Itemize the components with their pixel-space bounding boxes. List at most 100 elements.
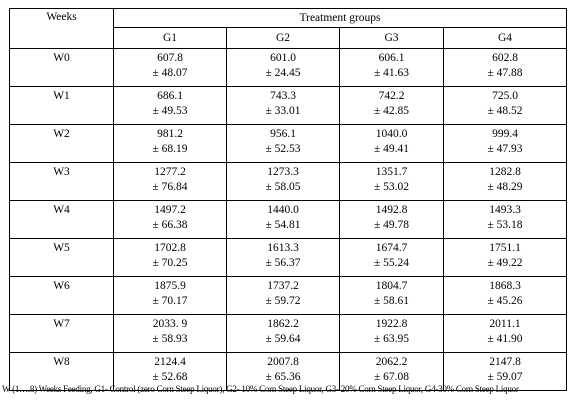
mean-value: 2011.1 [489, 318, 521, 330]
sd-value: ± 59.07 [487, 371, 523, 383]
week-label: W8 [9, 352, 114, 391]
value-cell: 1875.9 ± 70.17 [113, 276, 227, 315]
value-cell: 1493.3 ± 53.18 [442, 200, 568, 239]
value-cell: 1440.0 ± 54.81 [226, 200, 340, 239]
value-cell: 607.8 ± 48.07 [113, 48, 227, 87]
week-label: W4 [9, 200, 114, 239]
group-header-g2: G2 [226, 27, 340, 49]
value-cell: 2033. 9 ± 58.93 [113, 314, 227, 353]
sd-value: ± 55.24 [373, 257, 410, 269]
sd-value: ± 49.53 [152, 105, 188, 117]
mean-value: 1875.9 [154, 280, 186, 292]
table-footnote: W (1….8) Weeks Feeding, G1- Control (zer… [2, 384, 519, 394]
value-cell: 1674.7 ± 55.24 [339, 238, 444, 277]
sd-value: ± 45.26 [487, 295, 523, 307]
mean-value: 2062.2 [375, 356, 408, 368]
mean-value: 1351.7 [375, 166, 408, 178]
value-cell: 1804.7 ± 58.61 [339, 276, 444, 315]
mean-value: 2124.4 [154, 356, 186, 368]
table-row: W8 2124.4 ± 52.68 2007.8 ± 65.36 2062.2 ± 67.0… [9, 352, 568, 391]
value-cell: 2062.2 ± 67.08 [339, 352, 444, 391]
week-label: W7 [9, 314, 114, 353]
sd-value: ± 24.45 [265, 67, 301, 79]
mean-value: 999.4 [492, 128, 518, 140]
sd-value: ± 48.52 [487, 105, 523, 117]
mean-value: 743.3 [270, 90, 296, 102]
mean-value: 1493.3 [489, 204, 521, 216]
mean-value: 2033. 9 [152, 318, 188, 330]
sd-value: ± 49.41 [373, 143, 410, 155]
value-cell: 1492.8 ± 49.78 [339, 200, 444, 239]
value-cell: 2011.1 ± 41.90 [442, 314, 568, 353]
value-cell: 1040.0 ± 49.41 [339, 124, 444, 163]
sd-value: ± 53.18 [487, 219, 523, 231]
mean-value: 1277.2 [154, 166, 186, 178]
value-cell: 981.2 ± 68.19 [113, 124, 227, 163]
value-cell: 742.2 ± 42.85 [339, 86, 444, 125]
value-cell: 1351.7 ± 53.02 [339, 162, 444, 201]
value-cell: 1497.2 ± 66.38 [113, 200, 227, 239]
mean-value: 725.0 [492, 90, 518, 102]
table-row: W2 981.2 ± 68.19 956.1 ± 52.53 1040.0 ± 49.41 9… [9, 124, 568, 163]
week-label: W5 [9, 238, 114, 277]
sd-value: ± 49.78 [373, 219, 410, 231]
value-cell: 1862.2 ± 59.64 [226, 314, 340, 353]
mean-value: 2147.8 [489, 356, 521, 368]
sd-value: ± 47.93 [487, 143, 523, 155]
sd-value: ± 76.84 [152, 181, 188, 193]
mean-value: 602.8 [492, 52, 518, 64]
value-cell: 956.1 ± 52.53 [226, 124, 340, 163]
week-label: W6 [9, 276, 114, 315]
value-cell: 686.1 ± 49.53 [113, 86, 227, 125]
mean-value: 1737.2 [267, 280, 299, 292]
sd-value: ± 63.95 [373, 333, 410, 345]
group-header-g4: G4 [442, 27, 568, 49]
mean-value: 1868.3 [489, 280, 521, 292]
value-cell: 1277.2 ± 76.84 [113, 162, 227, 201]
mean-value: 1492.8 [375, 204, 408, 216]
table-row: W6 1875.9 ± 70.17 1737.2 ± 59.72 1804.7 ± 58.6… [9, 276, 568, 315]
value-cell: 601.0 ± 24.45 [226, 48, 340, 87]
group-header-g3: G3 [339, 27, 444, 49]
sd-value: ± 47.88 [487, 67, 523, 79]
mean-value: 1273.3 [267, 166, 299, 178]
mean-value: 1440.0 [267, 204, 299, 216]
value-cell: 1282.8 ± 48.29 [442, 162, 568, 201]
value-cell: 743.3 ± 33.01 [226, 86, 340, 125]
mean-value: 1922.8 [375, 318, 408, 330]
sd-value: ± 68.19 [152, 143, 188, 155]
mean-value: 601.0 [270, 52, 296, 64]
sd-value: ± 41.90 [487, 333, 523, 345]
value-cell: 1613.3 ± 56.37 [226, 238, 340, 277]
sd-value: ± 59.72 [265, 295, 301, 307]
sd-value: ± 58.93 [152, 333, 188, 345]
sd-value: ± 66.38 [152, 219, 188, 231]
mean-value: 607.8 [157, 52, 183, 64]
value-cell: 2007.8 ± 65.36 [226, 352, 340, 391]
table-row: W4 1497.2 ± 66.38 1440.0 ± 54.81 1492.8 ± 49.7… [9, 200, 568, 239]
mean-value: 2007.8 [267, 356, 299, 368]
mean-value: 742.2 [378, 90, 405, 102]
sd-value: ± 52.53 [265, 143, 301, 155]
mean-value: 1804.7 [375, 280, 408, 292]
mean-value: 1282.8 [489, 166, 521, 178]
sd-value: ± 48.29 [487, 181, 523, 193]
mean-value: 1674.7 [375, 242, 408, 254]
mean-value: 1497.2 [154, 204, 186, 216]
week-label: W1 [9, 86, 114, 125]
mean-value: 686.1 [157, 90, 183, 102]
mean-value: 956.1 [270, 128, 296, 140]
sd-value: ± 56.37 [265, 257, 301, 269]
value-cell: 2147.8 ± 59.07 [442, 352, 568, 391]
value-cell: 606.1 ± 41.63 [339, 48, 444, 87]
mean-value: 1613.3 [267, 242, 299, 254]
mean-value: 1040.0 [375, 128, 408, 140]
sd-value: ± 59.64 [265, 333, 301, 345]
week-label: W0 [9, 48, 114, 87]
value-cell: 2124.4 ± 52.68 [113, 352, 227, 391]
sd-value: ± 33.01 [265, 105, 301, 117]
weeks-header: Weeks [9, 8, 114, 49]
table-row: W1 686.1 ± 49.53 743.3 ± 33.01 742.2 ± 42.85 72… [9, 86, 568, 125]
mean-value: 981.2 [157, 128, 183, 140]
value-cell: 1737.2 ± 59.72 [226, 276, 340, 315]
